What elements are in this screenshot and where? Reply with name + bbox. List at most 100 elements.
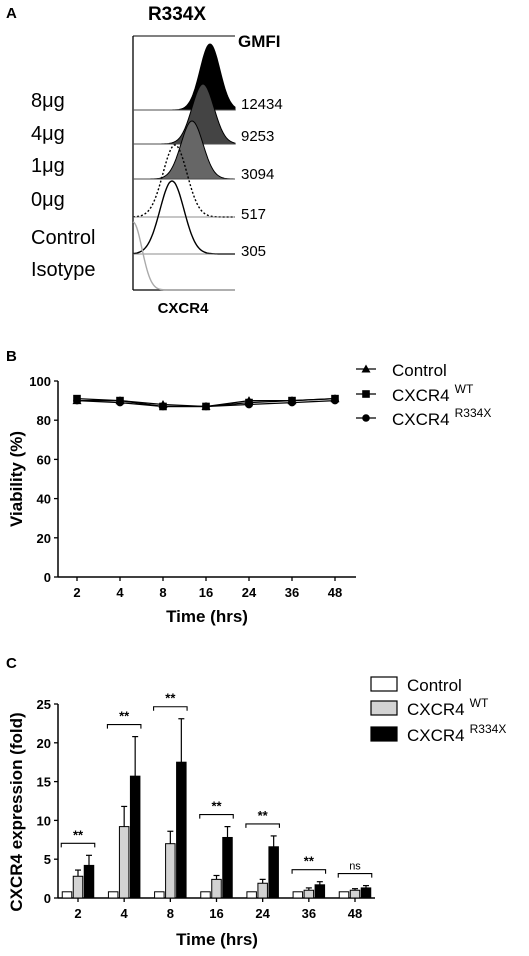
panel-a: A R334X GMFI 8μg 12434 4μg 9253 1μg 3094 0μg 51… — [6, 4, 283, 317]
bar — [107, 891, 119, 899]
bar — [360, 887, 372, 899]
significance-bracket — [60, 842, 96, 848]
x-tick-label: 4 — [121, 906, 129, 921]
gmfi-value: 305 — [241, 243, 266, 260]
y-tick-label: 20 — [37, 736, 51, 751]
histogram-track-label: Isotype — [31, 259, 95, 281]
bar — [72, 875, 84, 899]
bar — [165, 843, 176, 899]
bar — [118, 826, 130, 899]
histogram-track-label: 0μg — [31, 189, 65, 211]
bar — [314, 884, 326, 899]
bar — [257, 882, 268, 899]
bar — [129, 775, 141, 899]
bar — [222, 836, 233, 899]
y-tick-label: 25 — [37, 697, 51, 712]
bar — [292, 891, 304, 899]
histogram-plot — [132, 35, 236, 291]
legend-label: CXCR4 WT — [392, 382, 474, 405]
x-tick-label: 2 — [74, 906, 81, 921]
y-tick-label: 0 — [44, 891, 51, 906]
x-tick-label: 24 — [242, 585, 257, 600]
bar — [61, 891, 73, 899]
x-tick-label: 36 — [285, 585, 299, 600]
data-point — [202, 402, 210, 411]
significance-label: ** — [165, 691, 176, 706]
significance-label: ** — [258, 808, 269, 823]
data-point — [116, 398, 124, 407]
y-tick-label: 60 — [37, 452, 51, 467]
x-tick-label: 8 — [159, 585, 166, 600]
histogram-track-label: 1μg — [31, 155, 65, 177]
panel-b: B Viability (%) Time (hrs) 0 20 40 60 80 100 2… — [6, 348, 491, 626]
y-tick-label: 40 — [37, 492, 51, 507]
bar — [176, 761, 187, 899]
bar — [349, 889, 361, 899]
legend-swatch — [370, 700, 398, 716]
legend-swatch — [370, 676, 398, 692]
legend-superscript: R334X — [470, 722, 507, 736]
histogram-trace — [132, 221, 235, 291]
bar — [200, 891, 211, 899]
histogram-track-label: 4μg — [31, 123, 65, 145]
x-tick-label: 16 — [199, 585, 213, 600]
legend-marker — [362, 390, 370, 398]
legend-label: CXCR4 WT — [407, 696, 489, 719]
y-tick-label: 80 — [37, 413, 51, 428]
panel-a-xlabel: CXCR4 — [158, 300, 210, 317]
panel-b-xlabel: Time (hrs) — [166, 607, 248, 626]
x-tick-label: 36 — [302, 906, 316, 921]
y-tick-label: 20 — [37, 531, 51, 546]
legend-superscript: WT — [455, 382, 474, 396]
panel-c-xlabel: Time (hrs) — [176, 930, 258, 949]
gmfi-value: 12434 — [241, 96, 283, 113]
legend-marker — [362, 414, 370, 422]
y-tick-label: 5 — [44, 852, 51, 867]
significance-label: ** — [119, 709, 130, 724]
bar-chart: 0 5 10 15 20 25 2 ** 4 ** 8 ** 16 ** 24 ** 36 ** 48 ns — [37, 691, 375, 921]
panel-a-letter: A — [6, 5, 17, 22]
panel-a-title: R334X — [148, 4, 206, 25]
data-point — [331, 396, 339, 405]
significance-label: ** — [73, 827, 84, 842]
legend-label: CXCR4 R334X — [407, 722, 506, 745]
bar — [246, 891, 257, 899]
x-tick-label: 8 — [167, 906, 174, 921]
y-tick-label: 10 — [37, 813, 51, 828]
data-point — [288, 398, 296, 407]
panel-b-letter: B — [6, 348, 17, 365]
x-tick-label: 2 — [73, 585, 80, 600]
significance-bracket — [291, 869, 327, 874]
data-point — [159, 402, 167, 411]
bar — [154, 891, 165, 899]
significance-bracket — [337, 873, 373, 878]
x-tick-label: 24 — [255, 906, 270, 921]
bar — [211, 878, 222, 899]
legend-label: Control — [392, 361, 447, 380]
gmfi-value: 9253 — [241, 128, 274, 145]
histogram-trace — [133, 43, 236, 111]
legend-marker — [361, 364, 371, 373]
legend-swatch — [370, 726, 398, 742]
significance-label: ns — [349, 861, 361, 873]
gmfi-value: 3094 — [241, 166, 274, 183]
legend-label: CXCR4 R334X — [392, 406, 491, 429]
significance-bracket — [245, 823, 280, 828]
data-point — [245, 400, 253, 409]
significance-bracket — [199, 814, 234, 819]
bar — [83, 864, 95, 899]
y-tick-label: 0 — [44, 570, 51, 585]
panel-b-ylabel: Viability (%) — [7, 431, 26, 527]
x-tick-label: 48 — [348, 906, 362, 921]
histogram-track-label: 8μg — [31, 90, 65, 112]
histogram-trace — [133, 144, 235, 218]
gmfi-value: 517 — [241, 206, 266, 223]
significance-bracket — [106, 724, 142, 729]
significance-bracket — [153, 706, 188, 711]
bar — [268, 846, 279, 899]
y-tick-label: 15 — [37, 775, 51, 790]
